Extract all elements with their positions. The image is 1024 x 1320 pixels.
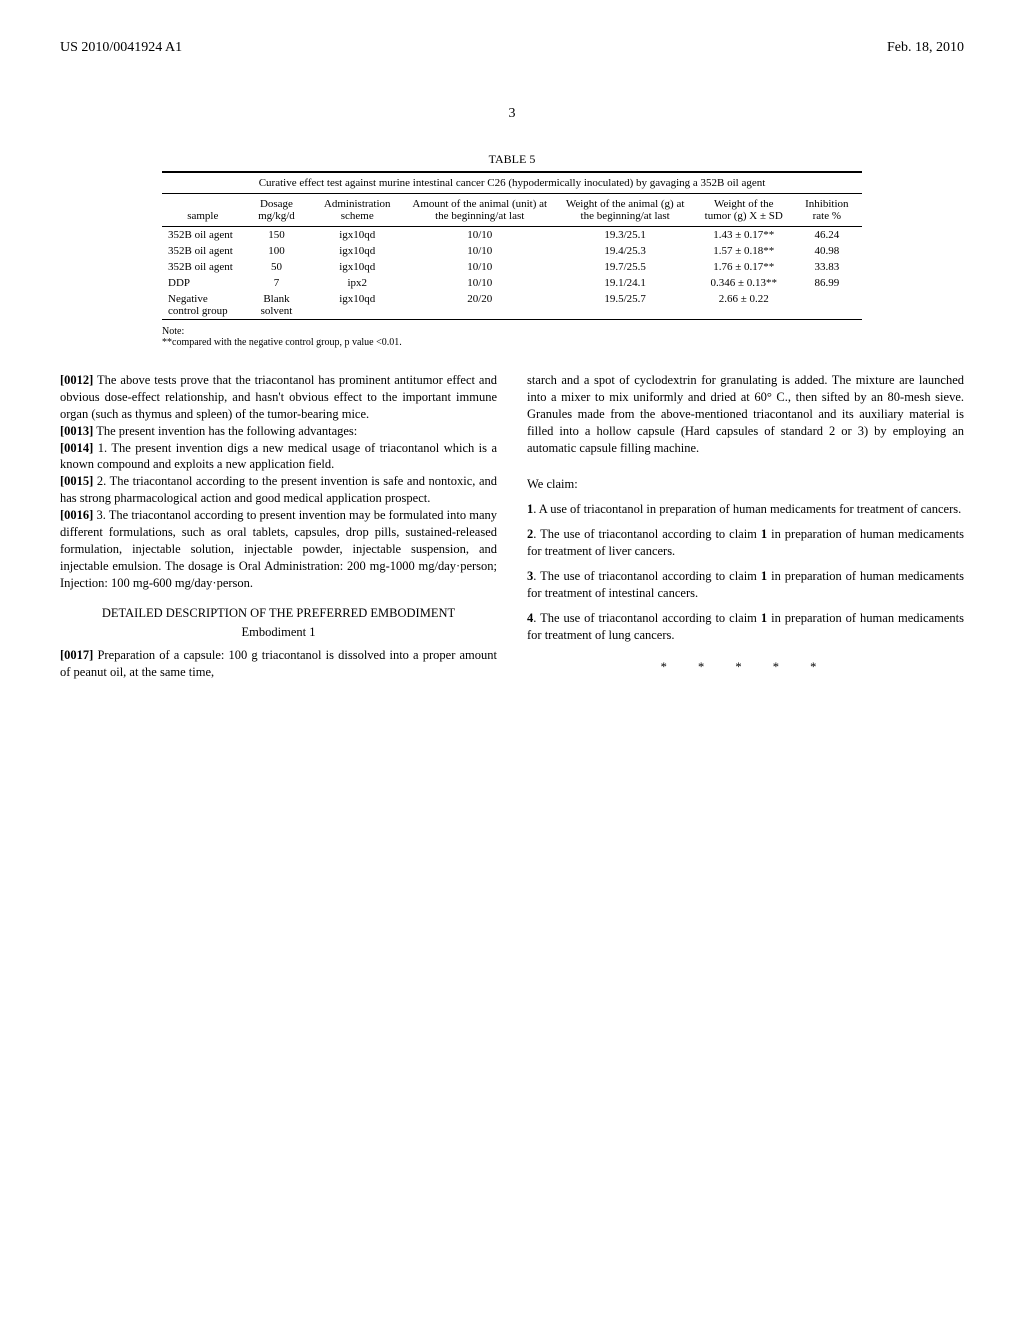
page-header: US 2010/0041924 A1 Feb. 18, 2010 — [60, 40, 964, 56]
table-cell: 100 — [244, 243, 310, 259]
col-dosage: Dosage mg/kg/d — [244, 194, 310, 227]
table-cell: ipx2 — [309, 275, 405, 291]
pnum: [0013] — [60, 424, 93, 438]
pub-number: US 2010/0041924 A1 — [60, 40, 182, 56]
pnum: [0012] — [60, 373, 93, 387]
end-stars: * * * * * — [527, 659, 964, 676]
table-row: 352B oil agent100igx10qd10/1019.4/25.31.… — [162, 243, 862, 259]
table-cell: 150 — [244, 227, 310, 244]
table-cell: 352B oil agent — [162, 227, 244, 244]
table-cell: 1.76 ± 0.17** — [696, 259, 792, 275]
table-cell: 19.4/25.3 — [554, 243, 696, 259]
pnum: [0015] — [60, 474, 93, 488]
table-cell: 10/10 — [405, 243, 554, 259]
table-cell: igx10qd — [309, 227, 405, 244]
claim-1: 1. A use of triacontanol in preparation … — [527, 501, 964, 518]
table-cell: 0.346 ± 0.13** — [696, 275, 792, 291]
col-amount: Amount of the animal (unit) at the begin… — [405, 194, 554, 227]
para-text: 1. The present invention digs a new medi… — [60, 441, 497, 472]
para-text: 3. The triacontanol according to present… — [60, 508, 497, 590]
table-cell: 50 — [244, 259, 310, 275]
claim-num: 3 — [527, 569, 533, 583]
table-cell: 352B oil agent — [162, 243, 244, 259]
col-sample: sample — [162, 194, 244, 227]
body-columns: [0012] The above tests prove that the tr… — [60, 372, 964, 681]
table-cell: igx10qd — [309, 291, 405, 320]
table-cell: igx10qd — [309, 259, 405, 275]
claim-2: 2. The use of triacontanol according to … — [527, 526, 964, 560]
pnum: [0014] — [60, 441, 93, 455]
table-cell: 86.99 — [792, 275, 862, 291]
table-cell: 19.7/25.5 — [554, 259, 696, 275]
para-text: The present invention has the following … — [93, 424, 357, 438]
para-0017: [0017] Preparation of a capsule: 100 g t… — [60, 647, 497, 681]
table-cell — [792, 291, 862, 320]
table-cell: 2.66 ± 0.22 — [696, 291, 792, 320]
table-row: 352B oil agent150igx10qd10/1019.3/25.11.… — [162, 227, 862, 244]
sub-heading: Embodiment 1 — [60, 624, 497, 641]
table-cell: 20/20 — [405, 291, 554, 320]
claim-num: 1 — [527, 502, 533, 516]
data-table: Curative effect test against murine inte… — [162, 172, 862, 320]
col-inhibition: Inhibition rate % — [792, 194, 862, 227]
col-admin: Administration scheme — [309, 194, 405, 227]
para-0012: [0012] The above tests prove that the tr… — [60, 372, 497, 423]
para-0014: [0014] 1. The present invention digs a n… — [60, 440, 497, 474]
table-label: TABLE 5 — [162, 152, 862, 167]
table-cell: Blank solvent — [244, 291, 310, 320]
table-caption: Curative effect test against murine inte… — [162, 172, 862, 194]
table-cell: 10/10 — [405, 259, 554, 275]
table-row: 352B oil agent50igx10qd10/1019.7/25.51.7… — [162, 259, 862, 275]
table-cell: 19.5/25.7 — [554, 291, 696, 320]
table-cell: DDP — [162, 275, 244, 291]
table-cell: 33.83 — [792, 259, 862, 275]
table-cell: 19.3/25.1 — [554, 227, 696, 244]
page-number: 3 — [60, 106, 964, 122]
claim-num: 4 — [527, 611, 533, 625]
table-cell: 46.24 — [792, 227, 862, 244]
table-cell: igx10qd — [309, 243, 405, 259]
we-claim: We claim: — [527, 476, 964, 493]
col-weight-tumor: Weight of the tumor (g) X ± SD — [696, 194, 792, 227]
table-cell: 7 — [244, 275, 310, 291]
para-0015: [0015] 2. The triacontanol according to … — [60, 473, 497, 507]
claim-num: 2 — [527, 527, 533, 541]
note-label: Note: — [162, 326, 184, 337]
pnum: [0017] — [60, 648, 93, 662]
table-cell: 1.43 ± 0.17** — [696, 227, 792, 244]
table-note: Note: **compared with the negative contr… — [162, 326, 862, 348]
para-text: Preparation of a capsule: 100 g triacont… — [60, 648, 497, 679]
table-cell: 40.98 — [792, 243, 862, 259]
pnum: [0016] — [60, 508, 93, 522]
note-text: **compared with the negative control gro… — [162, 337, 402, 348]
table-cell: Negative control group — [162, 291, 244, 320]
table-cell: 10/10 — [405, 227, 554, 244]
claims: We claim: 1. A use of triacontanol in pr… — [527, 476, 964, 676]
table-cell: 19.1/24.1 — [554, 275, 696, 291]
para-0013: [0013] The present invention has the fol… — [60, 423, 497, 440]
col-weight-animal: Weight of the animal (g) at the beginnin… — [554, 194, 696, 227]
col2-continuation: starch and a spot of cyclodextrin for gr… — [527, 372, 964, 456]
pub-date: Feb. 18, 2010 — [887, 40, 964, 56]
para-text: 2. The triacontanol according to the pre… — [60, 474, 497, 505]
table-cell: 10/10 — [405, 275, 554, 291]
table-cell: 1.57 ± 0.18** — [696, 243, 792, 259]
para-text: The above tests prove that the triaconta… — [60, 373, 497, 421]
section-heading: DETAILED DESCRIPTION OF THE PREFERRED EM… — [60, 605, 497, 622]
table-row: Negative control groupBlank solventigx10… — [162, 291, 862, 320]
claim-3: 3. The use of triacontanol according to … — [527, 568, 964, 602]
claim-4: 4. The use of triacontanol according to … — [527, 610, 964, 644]
table-5: TABLE 5 Curative effect test against mur… — [162, 152, 862, 348]
para-0016: [0016] 3. The triacontanol according to … — [60, 507, 497, 591]
table-row: DDP7ipx210/1019.1/24.10.346 ± 0.13**86.9… — [162, 275, 862, 291]
table-cell: 352B oil agent — [162, 259, 244, 275]
